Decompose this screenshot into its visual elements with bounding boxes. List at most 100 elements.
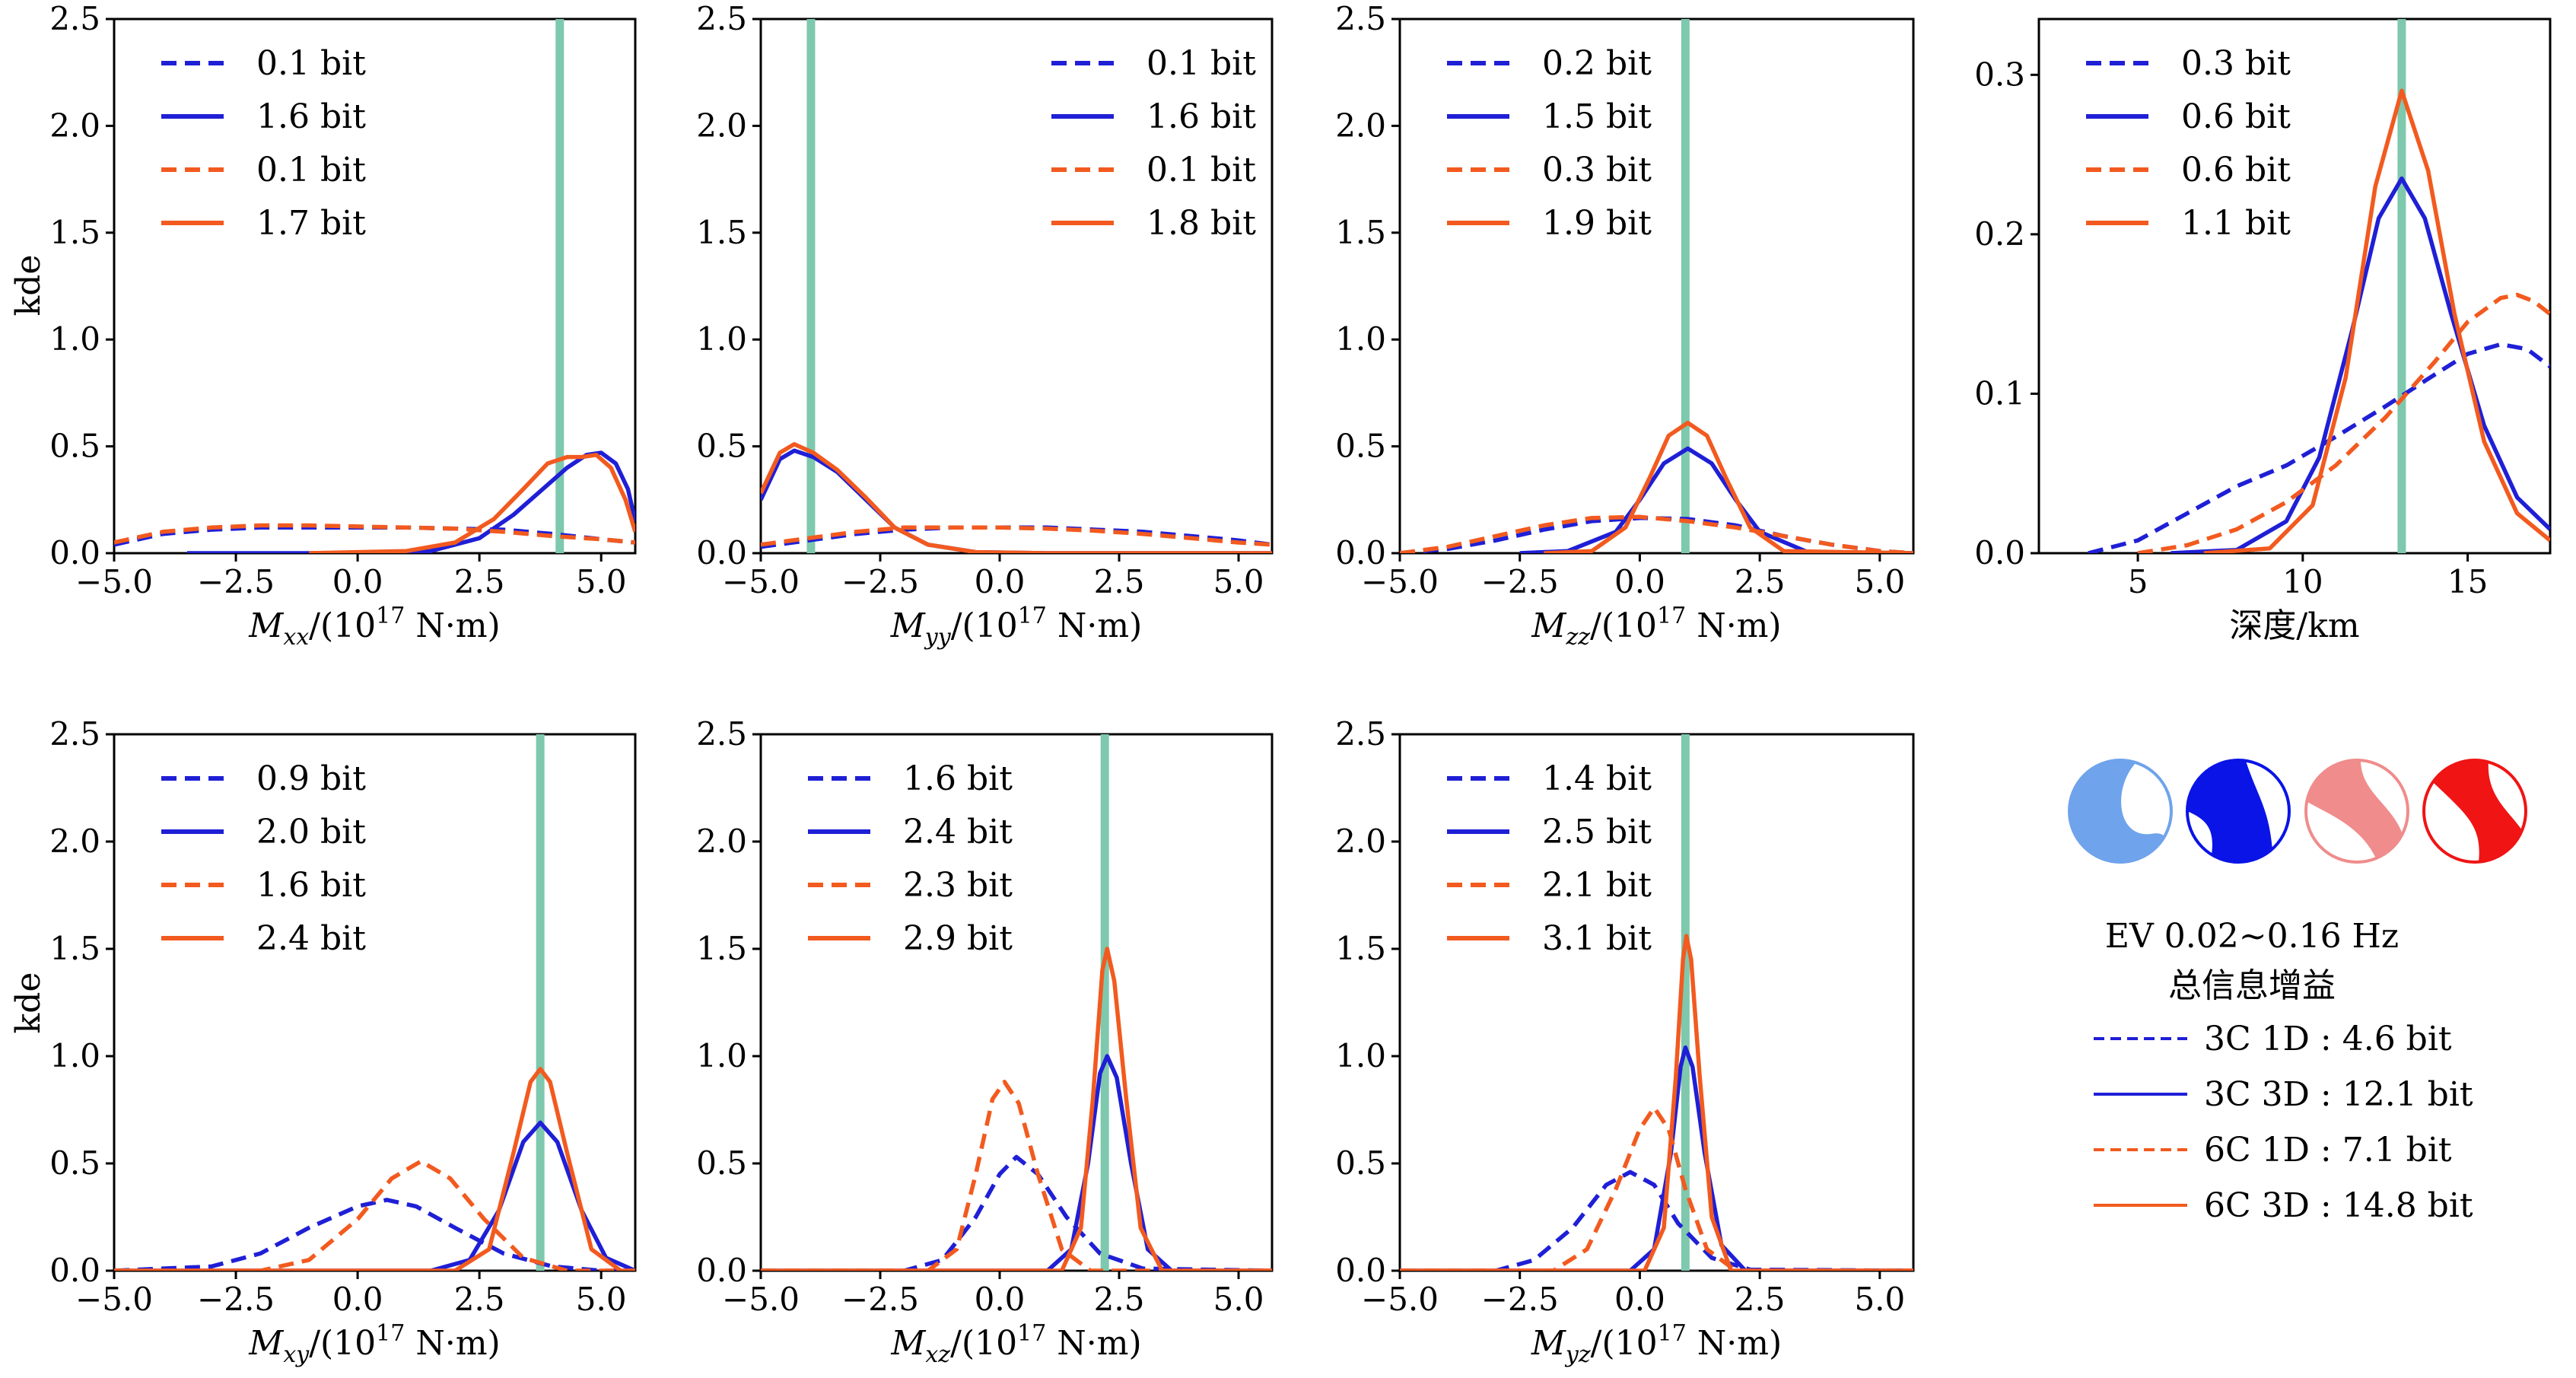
x-label-superscript: 17 <box>376 603 405 629</box>
kde-curve-mxx-3 <box>309 453 635 553</box>
x-tick-label-mzz: 2.5 <box>1735 563 1786 600</box>
x-label-unit: N·m) <box>1046 1324 1141 1363</box>
legend-label-mxz: 2.3 bit <box>903 866 1013 905</box>
kde-curve-depth-1 <box>2171 176 2550 553</box>
x-label-text: /(10 <box>951 606 1018 645</box>
summary-title: EV 0.02~0.16 Hz <box>2105 917 2399 956</box>
x-tick-label-mxx: −5.0 <box>75 563 153 600</box>
summary-label: 6C 3D : 14.8 bit <box>2204 1186 2473 1225</box>
plot-frame-myz <box>1398 733 1915 1272</box>
kde-curve-myz-1 <box>1400 1045 1913 1271</box>
kde-curve-mzz-1 <box>1519 446 1913 553</box>
panel-depth: 5 10 15 0.0 0.1 0.2 0.3 深度/km 0.3 bit 0.6 bit 0.6 … <box>1974 18 2552 645</box>
x-label-superscript: 17 <box>1018 603 1047 629</box>
x-tick-label-mxz: 2.5 <box>1094 1281 1145 1318</box>
summary-label: 3C 1D : 4.6 bit <box>2204 1020 2452 1058</box>
legend-label-mzz: 1.5 bit <box>1542 97 1652 136</box>
x-label-unit: N·m) <box>405 606 500 645</box>
x-tick-label-mzz: 0.0 <box>1614 563 1665 600</box>
beachball-6c-1d-icon <box>2304 759 2409 864</box>
panel-myz: −5.0 −2.5 0.0 2.5 5.00.00.51.01.52.02.5Myz/(… <box>1335 715 1915 1368</box>
y-tick-label-mxx: 1.0 <box>49 320 100 358</box>
x-label-subscript: xx <box>283 624 309 651</box>
kde-curve-mzz-2 <box>1400 514 1913 553</box>
y-tick-label-depth: 0.0 <box>1974 534 2025 571</box>
y-tick-label-depth: 0.3 <box>1974 56 2025 93</box>
x-tick-label-myy: −5.0 <box>722 563 800 600</box>
legend-label-myz: 3.1 bit <box>1542 919 1652 958</box>
legend-label-mxy: 2.4 bit <box>256 919 366 958</box>
x-tick-label-mzz: 5.0 <box>1854 563 1905 600</box>
kde-curve-myz-0 <box>1400 1170 1913 1271</box>
y-tick-label-mxx: 2.5 <box>49 0 100 37</box>
x-tick-label-depth: 15 <box>2447 563 2488 600</box>
legend-label-mzz: 0.3 bit <box>1542 151 1652 189</box>
panel-mxx: −5.0 −2.5 0.0 2.5 5.00.00.51.01.52.02.5Mxx/(… <box>49 0 637 651</box>
x-tick-label-myz: −2.5 <box>1481 1281 1559 1318</box>
y-tick-label-mxx: 2.0 <box>49 107 100 144</box>
x-label-subscript: yy <box>924 624 952 651</box>
kde-curve-mxx-1 <box>187 450 635 553</box>
x-label-symbol: M <box>1531 1324 1566 1363</box>
x-axis-label-depth: 深度/km <box>2229 606 2359 645</box>
x-tick-label-mxy: −5.0 <box>75 1281 153 1318</box>
legend-label-mxz: 1.6 bit <box>903 759 1013 798</box>
y-tick-label-mxz: 1.0 <box>696 1037 747 1074</box>
beachball-6c-3d-icon <box>2422 759 2527 864</box>
x-tick-label-mxz: −5.0 <box>722 1281 800 1318</box>
kde-curve-mxz-3 <box>761 947 1272 1271</box>
x-label-superscript: 17 <box>1657 603 1686 629</box>
beachball-quadrant <box>2187 760 2272 863</box>
x-label-subscript: xz <box>925 1341 950 1368</box>
x-label-subscript: yz <box>1564 1341 1591 1368</box>
x-tick-label-mxx: −2.5 <box>197 563 275 600</box>
x-axis-label-mzz: Mzz/(1017 N·m) <box>1531 603 1781 651</box>
kde-curve-mzz-3 <box>1544 420 1913 553</box>
panel-mxy: −5.0 −2.5 0.0 2.5 5.00.00.51.01.52.02.5Mxy/(… <box>49 715 637 1368</box>
beachball-quadrant <box>2433 759 2522 862</box>
summary-legend: EV 0.02~0.16 Hz 总信息增益 3C 1D : 4.6 bit3C … <box>2068 759 2527 1225</box>
x-tick-label-mxx: 5.0 <box>576 563 627 600</box>
x-axis-label-mxy: Mxy/(1017 N·m) <box>248 1320 500 1368</box>
y-tick-label-mxy: 1.5 <box>49 930 100 967</box>
kde-curve-mxz-1 <box>761 1054 1272 1271</box>
y-tick-label-myy: 2.0 <box>696 107 747 144</box>
legend-label-mxy: 1.6 bit <box>256 866 366 905</box>
x-label-text: /(10 <box>950 1324 1017 1363</box>
x-label-text: /(10 <box>309 606 376 645</box>
x-tick-label-myy: 5.0 <box>1213 563 1264 600</box>
panel-mzz: −5.0 −2.5 0.0 2.5 5.00.00.51.01.52.02.5Mzz/(… <box>1335 0 1915 651</box>
x-tick-label-mxx: 0.0 <box>332 563 383 600</box>
x-axis-label-mxz: Mxz/(1017 N·m) <box>890 1320 1141 1368</box>
y-tick-label-mxz: 1.5 <box>696 930 747 967</box>
y-tick-label-myz: 1.0 <box>1335 1037 1386 1074</box>
x-tick-label-myz: −5.0 <box>1361 1281 1439 1318</box>
y-axis-label-top: kde <box>9 255 48 317</box>
y-tick-label-myy: 0.0 <box>696 534 747 571</box>
y-tick-label-mzz: 1.5 <box>1335 214 1386 251</box>
y-tick-label-mxz: 2.0 <box>696 823 747 860</box>
y-tick-label-mxy: 0.0 <box>49 1252 100 1289</box>
x-label-text: /(10 <box>1591 1324 1658 1363</box>
beachball-3c-3d-icon <box>2186 759 2291 864</box>
legend-label-myz: 2.1 bit <box>1542 866 1652 905</box>
y-tick-label-mzz: 2.5 <box>1335 0 1386 37</box>
kde-curve-mxy-0 <box>114 1198 635 1271</box>
legend-label-mxx: 1.6 bit <box>256 97 366 136</box>
x-label-superscript: 17 <box>1658 1320 1687 1347</box>
beachball-quadrant <box>2069 760 2165 862</box>
legend-label-myz: 2.5 bit <box>1542 813 1652 851</box>
y-tick-label-mxx: 0.0 <box>49 534 100 571</box>
y-tick-label-mzz: 2.0 <box>1335 107 1386 144</box>
y-tick-label-depth: 0.2 <box>1974 215 2025 253</box>
summary-entries: 3C 1D : 4.6 bit 3C 3D : 12.1 bit 6C 1D : 7… <box>2094 1020 2473 1225</box>
x-tick-label-myz: 2.5 <box>1735 1281 1786 1318</box>
x-label-subscript: xy <box>283 1341 310 1368</box>
x-tick-label-mxz: −2.5 <box>841 1281 919 1318</box>
y-tick-label-mzz: 1.0 <box>1335 320 1386 358</box>
x-tick-label-mxz: 5.0 <box>1213 1281 1264 1318</box>
y-tick-label-mxy: 2.0 <box>49 823 100 860</box>
legend-label-myy: 0.1 bit <box>1146 44 1256 83</box>
y-tick-label-myy: 0.5 <box>696 428 747 465</box>
x-tick-label-myy: −2.5 <box>841 563 919 600</box>
